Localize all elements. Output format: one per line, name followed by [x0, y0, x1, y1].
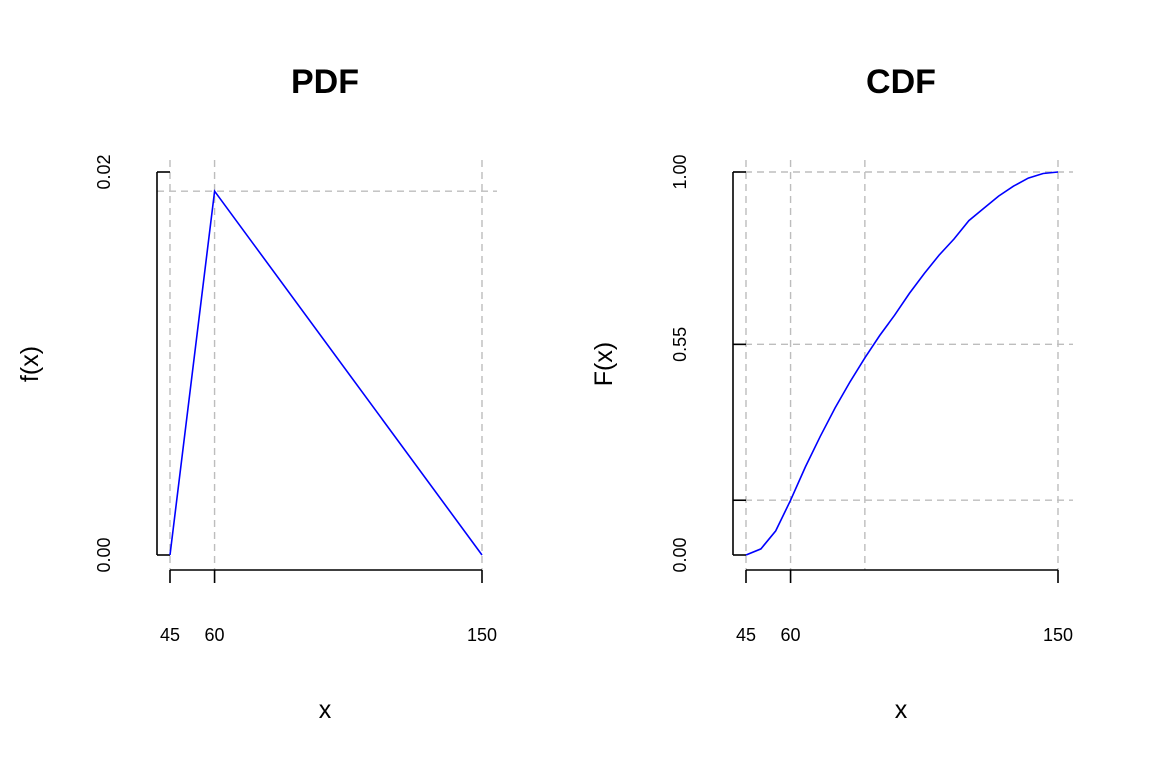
cdf-series	[745, 171, 1059, 556]
pdf-series	[169, 189, 483, 556]
x-tick-label: 45	[160, 625, 180, 645]
y-tick-label: 0.02	[94, 154, 114, 189]
cdf-y-axis-label: F(x)	[590, 342, 618, 386]
pdf-grid	[157, 160, 497, 570]
cdf-x-axis-label: x	[895, 696, 908, 724]
y-tick-label: 0.00	[94, 537, 114, 572]
cdf-line	[745, 171, 1059, 556]
x-tick-label: 45	[736, 625, 756, 645]
y-tick-label: 0.55	[670, 327, 690, 362]
cdf-panel: CDF x F(x) 0.00 0.55 1.00 45 60 150	[590, 63, 1073, 724]
pdf-axes: 0.00 0.02 45 60 150	[94, 154, 497, 645]
x-tick-label: 60	[205, 625, 225, 645]
x-tick-label: 150	[467, 625, 497, 645]
pdf-line	[169, 189, 483, 556]
pdf-panel: PDF x f(x) 0.00 0.02 45 60 150	[16, 63, 497, 724]
pdf-x-axis-label: x	[319, 696, 332, 724]
y-tick-label: 0.00	[670, 537, 690, 572]
cdf-title: CDF	[866, 63, 936, 101]
cdf-grid	[733, 160, 1073, 570]
pdf-y-axis-label: f(x)	[16, 346, 44, 382]
y-tick-label: 1.00	[670, 154, 690, 189]
cdf-axes: 0.00 0.55 1.00 45 60 150	[670, 154, 1073, 645]
x-tick-label: 150	[1043, 625, 1073, 645]
x-tick-label: 60	[781, 625, 801, 645]
pdf-title: PDF	[291, 63, 359, 101]
